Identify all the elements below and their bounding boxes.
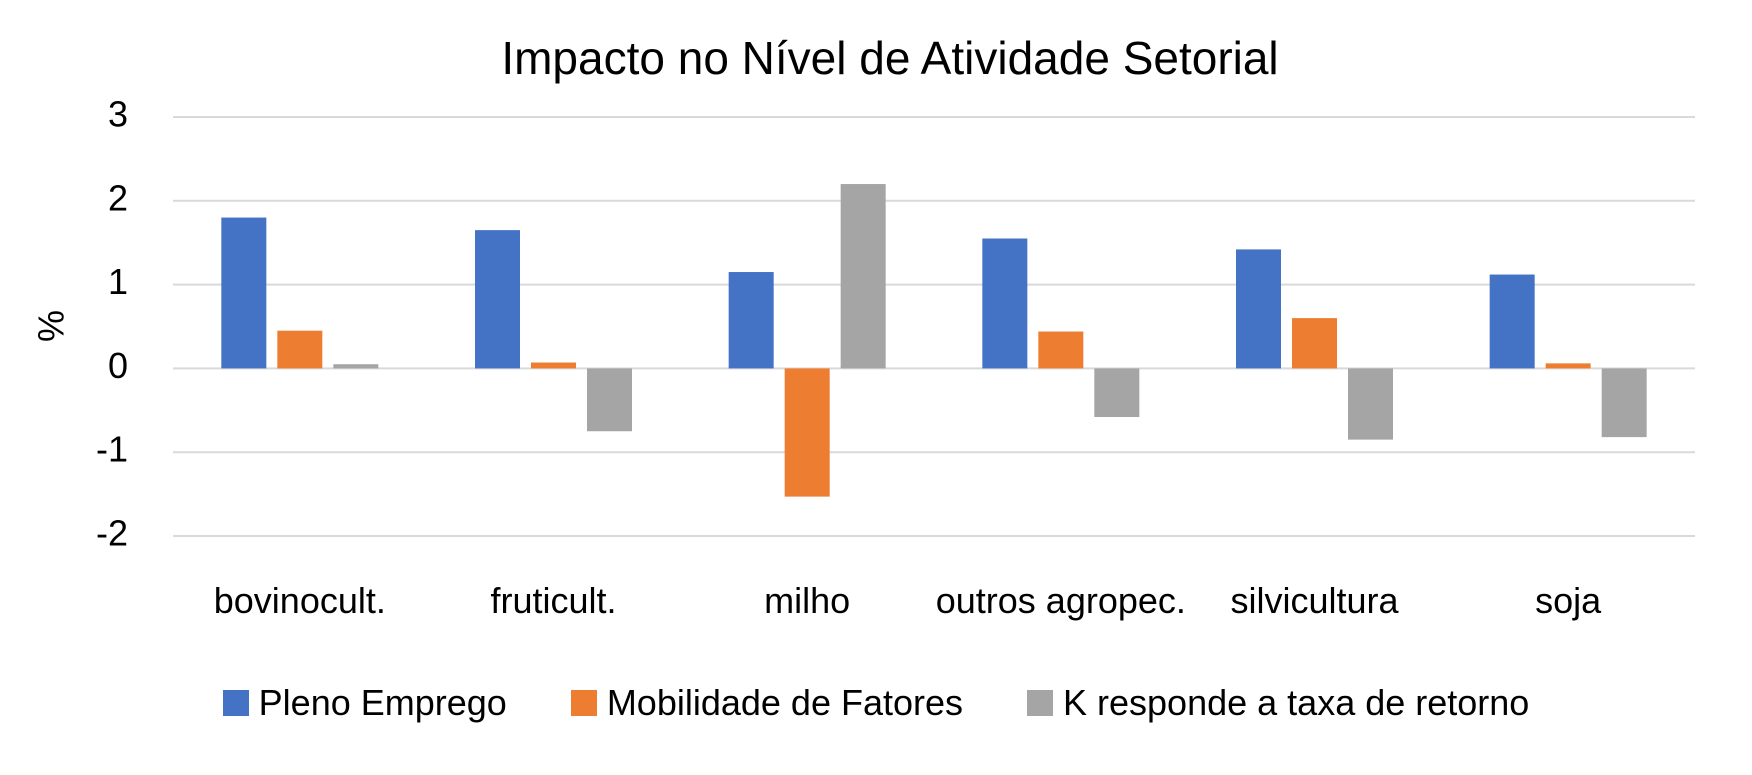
y-tick-label: 1: [108, 261, 128, 302]
bar: [1236, 249, 1281, 369]
bar: [531, 362, 576, 369]
bar: [1601, 368, 1647, 438]
legend-swatch: [570, 690, 597, 716]
y-axis-label: %: [31, 310, 72, 342]
bar: [1094, 368, 1140, 418]
bar: [277, 330, 323, 369]
x-tick-label: outros agropec.: [935, 580, 1186, 621]
x-tick-label: bovinocult.: [213, 580, 386, 621]
x-tick-label: silvicultura: [1230, 580, 1399, 621]
bar: [1038, 331, 1084, 369]
legend-swatch: [1027, 690, 1054, 716]
legend-label: Pleno Emprego: [258, 682, 507, 723]
bar: [728, 272, 774, 369]
legend-item: Mobilidade de Fatores: [570, 682, 964, 724]
legend-label: K responde a taxa de retorno: [1063, 682, 1530, 723]
x-tick-label: fruticult.: [490, 580, 617, 621]
bar: [475, 230, 520, 369]
y-tick-label: 3: [108, 94, 128, 135]
bar: [587, 368, 632, 432]
y-tick-label: 2: [108, 177, 128, 218]
x-tick-label: milho: [764, 580, 851, 621]
legend-item: K responde a taxa de retorno: [1027, 682, 1529, 724]
legend-item: Pleno Emprego: [222, 682, 507, 724]
y-tick-label: -2: [96, 513, 128, 554]
bar: [982, 238, 1028, 369]
y-tick-label: 0: [108, 345, 128, 386]
bar: [333, 364, 379, 369]
bar: [1545, 363, 1591, 369]
bar: [784, 368, 830, 497]
legend-label: Mobilidade de Fatores: [606, 682, 964, 723]
chart-title: Impacto no Nível de Atividade Setorial: [501, 32, 1278, 84]
bar: [840, 184, 886, 369]
y-tick-label: -1: [96, 429, 128, 470]
legend-swatch: [222, 690, 249, 716]
legend: Pleno Emprego Mobilidade de Fatores K resp…: [0, 682, 1752, 724]
bar: [1489, 274, 1535, 369]
bar: [221, 217, 267, 369]
bar: [1348, 368, 1393, 440]
bar: [1292, 318, 1337, 369]
x-tick-label: soja: [1535, 580, 1602, 621]
